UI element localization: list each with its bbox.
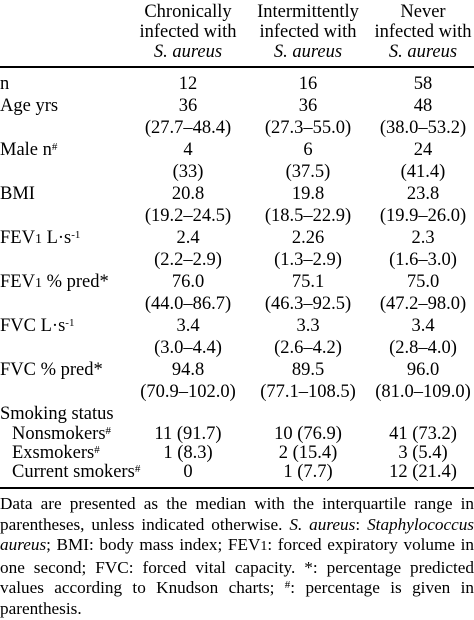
- cell-age-range-never: (38.0–53.2): [379, 118, 467, 138]
- cell-fvc-range-chronic: (3.0–4.4): [154, 338, 222, 358]
- cell-fev1pred-never: 75.0: [406, 272, 440, 292]
- cell-n-chronic: 12: [178, 74, 198, 94]
- cell-bmi-range-never: (19.9–26.0): [379, 206, 467, 226]
- cell-age-range-chronic: (27.7–48.4): [144, 118, 232, 138]
- row-label-fev1: FEV1 L·s-1: [0, 228, 81, 248]
- cell-bmi-chronic: 20.8: [171, 184, 205, 204]
- row-label-age: Age yrs: [0, 96, 59, 116]
- cell-male-pct-intermittent: (37.5): [285, 162, 331, 182]
- cell-current-chronic: 0: [183, 462, 193, 482]
- cell-n-never: 58: [413, 74, 433, 94]
- cell-age-never: 48: [413, 96, 433, 116]
- cell-age-intermittent: 36: [298, 96, 318, 116]
- cell-fvcpred-range-intermittent: (77.1–108.5): [260, 382, 356, 402]
- cell-fvc-range-intermittent: (2.6–4.2): [274, 338, 342, 358]
- table-footnote: Data are presented as the median with th…: [0, 494, 474, 618]
- cell-male-chronic: 4: [183, 140, 193, 160]
- cell-fev1pred-chronic: 76.0: [171, 272, 205, 292]
- cell-fev1-range-never: (1.6–3.0): [389, 250, 457, 270]
- row-label-n: n: [0, 74, 10, 94]
- row-label-male: Male n#: [0, 140, 58, 160]
- cell-age-range-intermittent: (27.3–55.0): [264, 118, 352, 138]
- cell-current-intermittent: 1 (7.7): [283, 462, 333, 482]
- row-label-current-smokers: Current smokers#: [12, 462, 141, 482]
- cell-fvc-intermittent: 3.3: [296, 316, 320, 336]
- column-header-never: Never infected with S. aureus: [374, 2, 472, 62]
- cell-nonsmokers-never: 41 (73.2): [389, 424, 457, 444]
- cell-current-never: 12 (21.4): [389, 462, 457, 482]
- cell-fvcpred-chronic: 94.8: [171, 360, 205, 380]
- bottom-rule: [0, 487, 474, 489]
- cell-fev1-range-intermittent: (1.3–2.9): [274, 250, 342, 270]
- cell-fev1pred-intermittent: 75.1: [291, 272, 325, 292]
- cell-fev1-intermittent: 2.26: [291, 228, 325, 248]
- cell-nonsmokers-chronic: 11 (91.7): [154, 424, 222, 444]
- cell-fev1pred-range-never: (47.2–98.0): [379, 294, 467, 314]
- header-rule: [0, 66, 474, 68]
- cell-exsmokers-intermittent: 2 (15.4): [278, 443, 338, 463]
- cell-male-pct-never: (41.4): [400, 162, 446, 182]
- cell-age-chronic: 36: [178, 96, 198, 116]
- cell-male-never: 24: [413, 140, 433, 160]
- cell-n-intermittent: 16: [298, 74, 318, 94]
- row-label-fev1-pred: FEV1 % pred*: [0, 272, 109, 292]
- cell-nonsmokers-intermittent: 10 (76.9): [274, 424, 342, 444]
- cell-fvcpred-range-chronic: (70.9–102.0): [140, 382, 236, 402]
- row-label-exsmokers: Exsmokers#: [12, 443, 100, 463]
- cell-bmi-never: 23.8: [406, 184, 440, 204]
- cell-fvcpred-never: 96.0: [406, 360, 440, 380]
- cell-bmi-range-intermittent: (18.5–22.9): [264, 206, 352, 226]
- cell-fev1-never: 2.3: [411, 228, 435, 248]
- cell-fev1pred-range-intermittent: (46.3–92.5): [264, 294, 352, 314]
- cell-exsmokers-never: 3 (5.4): [398, 443, 448, 463]
- cell-fev1-chronic: 2.4: [176, 228, 200, 248]
- row-label-fvc: FVC L·s-1: [0, 316, 75, 336]
- column-header-intermittent: Intermittently infected with S. aureus: [257, 2, 359, 62]
- row-label-smoking-status: Smoking status: [0, 404, 114, 424]
- cell-bmi-intermittent: 19.8: [291, 184, 325, 204]
- cell-exsmokers-chronic: 1 (8.3): [163, 443, 213, 463]
- cell-fev1pred-range-chronic: (44.0–86.7): [144, 294, 232, 314]
- row-label-nonsmokers: Nonsmokers#: [12, 424, 112, 444]
- row-label-fvc-pred: FVC % pred*: [0, 360, 103, 380]
- cell-male-intermittent: 6: [303, 140, 313, 160]
- cell-fvcpred-intermittent: 89.5: [291, 360, 325, 380]
- cell-male-pct-chronic: (33): [172, 162, 204, 182]
- column-header-chronic: Chronically infected with S. aureus: [139, 2, 237, 62]
- cell-fvc-chronic: 3.4: [176, 316, 200, 336]
- cell-fvc-range-never: (2.8–4.0): [389, 338, 457, 358]
- row-label-bmi: BMI: [0, 184, 35, 204]
- cell-fev1-range-chronic: (2.2–2.9): [154, 250, 222, 270]
- cell-bmi-range-chronic: (19.2–24.5): [144, 206, 232, 226]
- cell-fvcpred-range-never: (81.0–109.0): [375, 382, 471, 402]
- cell-fvc-never: 3.4: [411, 316, 435, 336]
